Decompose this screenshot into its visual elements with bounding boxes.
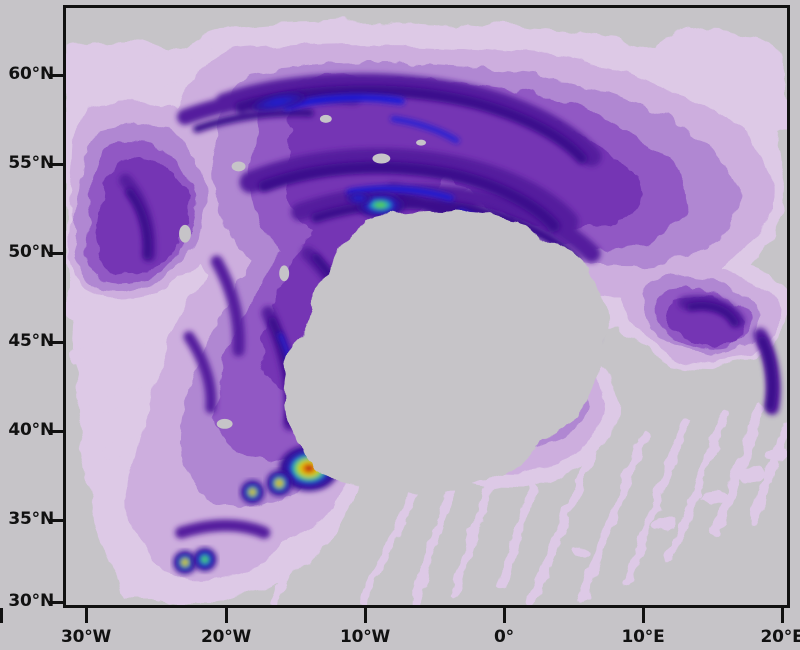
x-tick-label-10w: 10°W — [339, 627, 391, 647]
low-value-hole — [284, 211, 608, 493]
y-tick-label-55: 55°N — [8, 153, 54, 173]
y-tick-label-35: 35°N — [8, 509, 54, 529]
x-tick-label-20e: 20°E — [760, 627, 800, 647]
y-tick-35 — [48, 519, 63, 522]
y-tick-label-60: 60°N — [8, 64, 54, 84]
x-tick-30w — [85, 608, 88, 623]
x-tick-10w — [364, 608, 367, 623]
contour-map-canvas — [66, 8, 787, 605]
y-tick-45 — [48, 341, 63, 344]
y-tick-55 — [48, 163, 63, 166]
y-tick-60 — [48, 74, 63, 77]
y-tick-label-50: 50°N — [8, 242, 54, 262]
x-tick-20w — [0, 608, 3, 623]
x-tick-0 — [503, 608, 506, 623]
x-tick-label-10e: 10°E — [621, 627, 665, 647]
y-tick-label-45: 45°N — [8, 331, 54, 351]
y-tick-30 — [48, 601, 63, 604]
x-tick-10e — [642, 608, 645, 623]
y-tick-label-40: 40°N — [8, 420, 54, 440]
y-tick-40 — [48, 430, 63, 433]
x-tick-label-0: 0° — [494, 627, 514, 647]
y-tick-label-30: 30°N — [8, 591, 54, 611]
x-tick-20w — [225, 608, 228, 623]
x-tick-20e — [781, 608, 784, 623]
x-tick-label-20w: 20°W — [200, 627, 252, 647]
y-tick-50 — [48, 252, 63, 255]
grey-speckles — [179, 114, 427, 429]
x-tick-label-30w: 30°W — [60, 627, 112, 647]
map-plot-area — [63, 5, 790, 608]
